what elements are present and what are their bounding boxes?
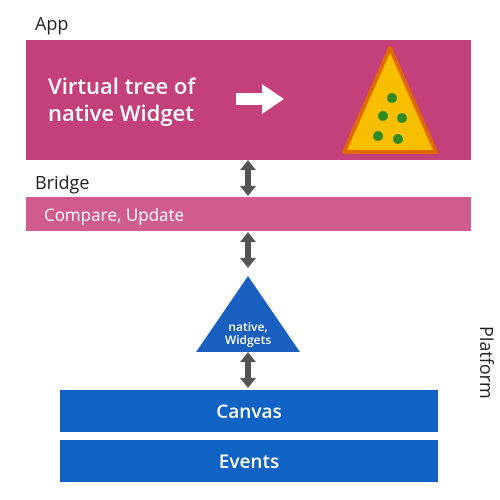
platform-layer-label: Platform: [474, 326, 498, 399]
native-triangle-label: native, Widgets: [222, 320, 274, 346]
widget-tree-triangle-icon: [340, 46, 440, 154]
app-layer-label: App: [35, 12, 68, 36]
connector-arrow-icon: [240, 352, 256, 388]
bridge-layer-label: Bridge: [35, 171, 89, 195]
connector-arrow-icon: [240, 232, 256, 268]
arrow-right-icon: [236, 84, 284, 114]
events-box: Events: [60, 440, 438, 482]
events-text: Events: [219, 448, 280, 474]
app-text-line2: native Widget: [48, 100, 195, 128]
canvas-text: Canvas: [216, 398, 282, 424]
connector-arrow-icon: [240, 160, 256, 196]
native-triangle-line2: Widgets: [225, 331, 271, 348]
bridge-text: Compare, Update: [26, 203, 184, 226]
canvas-box: Canvas: [60, 390, 438, 432]
app-text-line1: Virtual tree of: [48, 73, 195, 101]
bridge-box: Compare, Update: [26, 197, 471, 231]
